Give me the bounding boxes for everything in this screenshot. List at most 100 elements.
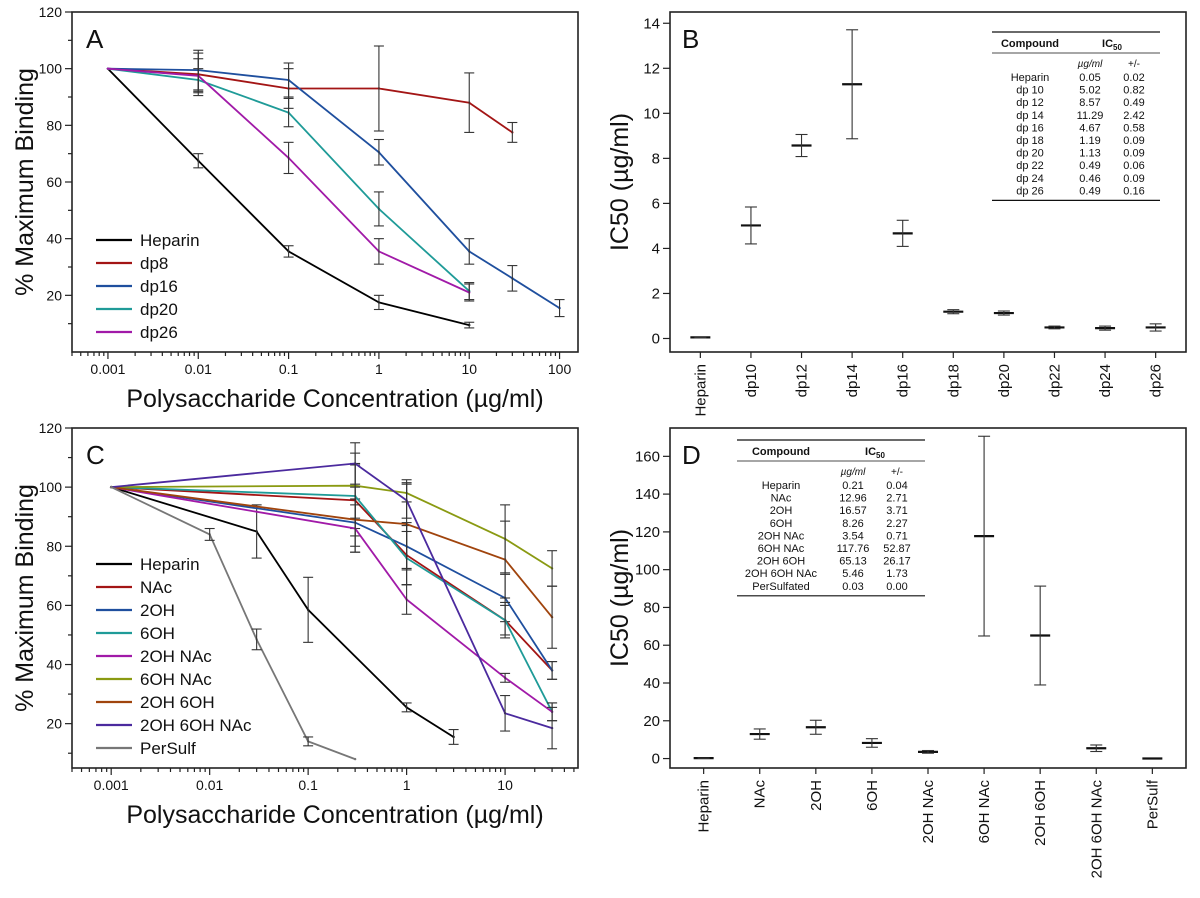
table-error: 0.49 [1123, 97, 1144, 109]
legend-label: dp16 [140, 277, 178, 296]
y-tick-label: 20 [643, 713, 660, 730]
table-compound: NAc [771, 493, 792, 505]
legend-label: 2OH 6OH [140, 693, 215, 712]
table-error: 0.58 [1123, 122, 1144, 134]
x-axis-label: Polysaccharide Concentration (µg/ml) [126, 385, 543, 413]
x-tick-label: 2OH 6OH NAc [1088, 780, 1105, 879]
x-tick-label: 0.01 [196, 777, 223, 793]
y-axis-label: % Maximum Binding [11, 68, 39, 296]
x-tick-label: dp24 [1097, 364, 1114, 397]
x-tick-label: dp14 [844, 364, 861, 397]
series-line [111, 486, 553, 672]
legend-label: 2OH 6OH NAc [140, 716, 252, 735]
table-error: 1.73 [886, 568, 907, 580]
y-tick-label: 60 [46, 597, 62, 613]
x-tick-label: 0.01 [185, 361, 212, 377]
table-compound: dp 14 [1016, 110, 1044, 122]
y-axis-label: IC50 (µg/ml) [606, 529, 634, 667]
x-axis-label: Polysaccharide Concentration (µg/ml) [126, 801, 543, 829]
x-tick-label: 6OH NAc [976, 780, 993, 844]
y-tick-label: 60 [643, 637, 660, 654]
legend-label: NAc [140, 578, 173, 597]
table-compound: 6OH NAc [758, 543, 805, 555]
table-ic50: 0.21 [842, 480, 863, 492]
legend-label: dp20 [140, 300, 178, 319]
y-tick-label: 4 [652, 240, 660, 257]
ic50-chart-B: B 0 2 4 6 8 10 12 14 IC50 (µg/ml) Heparin dp10 dp12 d… [606, 11, 1187, 417]
table-header-compound: Compound [1001, 38, 1059, 50]
series-dp26 [106, 58, 475, 302]
table-compound: Heparin [1011, 72, 1050, 84]
table-ic50: 0.46 [1079, 173, 1100, 185]
y-tick-label: 100 [39, 61, 63, 77]
y-tick-label: 12 [643, 60, 660, 77]
y-tick-label: 60 [46, 174, 62, 190]
y-tick-label: 120 [39, 420, 63, 436]
x-tick-label: 2OH NAc [920, 780, 937, 844]
x-tick-label: dp16 [895, 364, 912, 397]
series-persulf [109, 485, 357, 761]
panel-label: A [86, 24, 104, 54]
legend-label: PerSulf [140, 739, 196, 758]
table-ic50: 16.57 [839, 505, 867, 517]
data-point [106, 67, 110, 70]
table-ic50: 0.03 [842, 581, 863, 593]
table-error: 0.09 [1123, 148, 1144, 160]
table-header-ic50: IC50 [1102, 38, 1122, 52]
table-compound: 6OH [770, 518, 793, 530]
y-tick-label: 40 [46, 231, 62, 247]
y-tick-label: 120 [635, 524, 660, 541]
y-tick-label: 10 [643, 105, 660, 122]
table-ic50: 0.49 [1079, 160, 1100, 172]
table-error: 0.71 [886, 530, 907, 542]
table-header-compound: Compound [752, 446, 810, 458]
x-tick-label: 1 [403, 777, 411, 793]
legend-label: 2OH [140, 601, 175, 620]
legend-label: Heparin [140, 555, 200, 574]
table-pm: +/- [891, 467, 903, 478]
x-tick-label: 2OH 6OH [1032, 780, 1049, 846]
y-tick-label: 120 [39, 4, 63, 20]
legend-label: 6OH [140, 624, 175, 643]
table-error: 0.09 [1123, 135, 1144, 147]
table-error: 0.02 [1123, 72, 1144, 84]
legend-label: 6OH NAc [140, 670, 212, 689]
line-chart-A: A 0.001 0.01 0.1 1 10 100 20 40 60 80 100 120 Polysac… [11, 4, 579, 413]
series-line [107, 67, 561, 309]
table-ic50: 5.46 [842, 568, 863, 580]
y-tick-label: 140 [635, 486, 660, 503]
table-compound: dp 20 [1016, 148, 1044, 160]
legend: Heparin dp8 dp16 dp20 dp26 [96, 231, 200, 342]
table-error: 0.16 [1123, 185, 1144, 197]
table-ic50: 65.13 [839, 556, 867, 568]
ic50-chart-D: D 0 20 40 60 80 100 120 140 160 IC50 (µg/ml) Hepari… [606, 427, 1187, 879]
table-compound: PerSulfated [752, 581, 809, 593]
legend: Heparin NAc 2OH 6OH 2OH NAc 6OH NAc 2OH 6OH 2OH… [96, 555, 252, 758]
x-tick-label: 2OH [808, 780, 825, 811]
series-line [107, 67, 513, 134]
table-error: 2.27 [886, 518, 907, 530]
table-compound: dp 12 [1016, 97, 1044, 109]
ic50-table-D: Compound IC50 µg/ml +/- Heparin 0.21 0.04 NAc 12… [737, 439, 925, 597]
table-ic50: 11.29 [1077, 110, 1104, 122]
y-tick-label: 0 [652, 330, 660, 347]
table-ic50: 8.57 [1079, 97, 1100, 109]
x-tick-label: 10 [461, 361, 477, 377]
x-tick-label: 100 [548, 361, 572, 377]
table-compound: 2OH 6OH NAc [745, 568, 818, 580]
table-ic50: 3.54 [842, 530, 863, 542]
table-error: 0.04 [886, 480, 907, 492]
table-error: 26.17 [883, 556, 911, 568]
table-ic50: 5.02 [1079, 85, 1100, 97]
series-line [111, 486, 553, 671]
series-2oh-6oh-nac [109, 442, 558, 750]
x-tick-label: dp10 [743, 364, 760, 397]
data-point [109, 485, 113, 489]
table-error: 0.82 [1123, 85, 1144, 97]
table-ic50: 1.19 [1079, 135, 1100, 147]
table-compound: 2OH 6OH [757, 556, 805, 568]
y-tick-label: 160 [635, 448, 660, 465]
y-tick-label: 40 [46, 657, 62, 673]
x-tick-label: 0.1 [298, 777, 318, 793]
